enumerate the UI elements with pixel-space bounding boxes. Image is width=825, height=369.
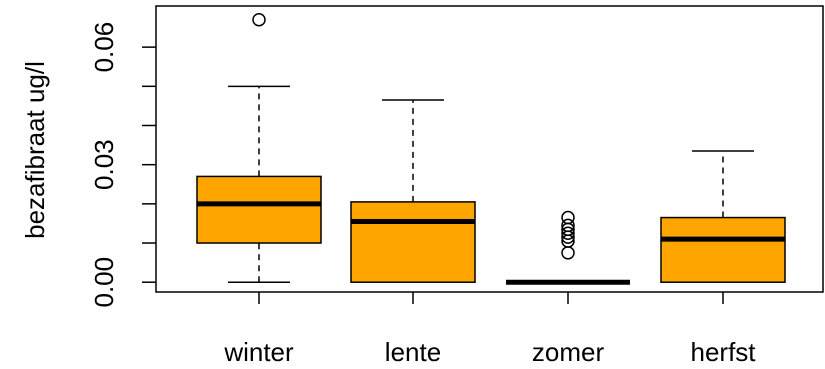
boxes <box>196 12 786 285</box>
outlier-point <box>561 210 575 225</box>
iqr-box <box>350 201 476 283</box>
outlier-point <box>561 246 575 260</box>
outlier-point <box>561 226 575 240</box>
box-lente <box>350 99 476 283</box>
x-tick-label: herfst <box>690 337 756 367</box>
y-tick-label: 0.06 <box>89 22 119 73</box>
iqr-box <box>660 216 786 283</box>
outlier-point <box>561 218 575 233</box>
x-tick-label: lente <box>385 337 441 367</box>
x-tick-label: winter <box>223 337 294 367</box>
y-tick-label: 0.03 <box>89 139 119 190</box>
y-tick-label: 0.00 <box>89 257 119 308</box>
box-zomer <box>506 210 630 285</box>
x-axis-labels: winter lente zomer herfst <box>223 292 756 367</box>
y-axis: 0.00 0.03 0.06 <box>89 22 156 308</box>
box-herfst <box>660 150 786 283</box>
outlier-point <box>252 12 266 27</box>
iqr-box <box>196 175 322 244</box>
y-axis-title: bezafibraat ug/l <box>20 61 50 239</box>
plot-frame <box>155 5 824 293</box>
x-tick-label: zomer <box>532 337 605 367</box>
box-winter <box>196 12 322 283</box>
